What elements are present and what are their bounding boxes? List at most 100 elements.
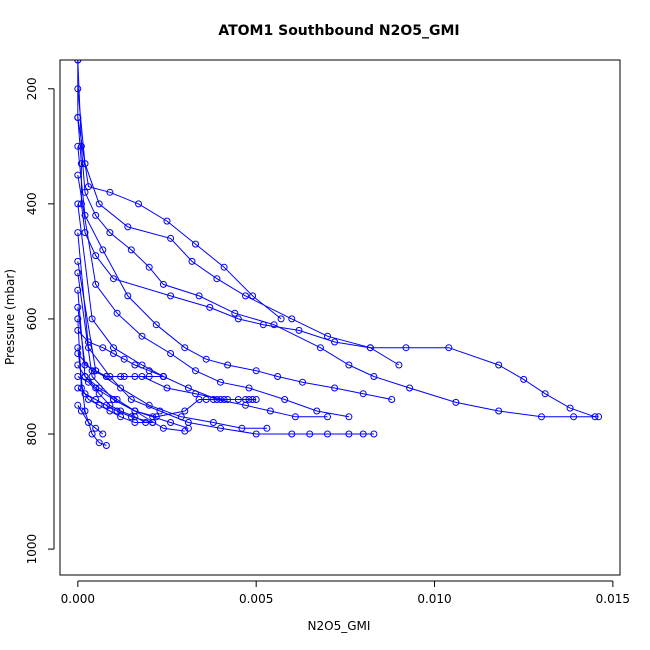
series-15: [74, 344, 110, 449]
data-point: [345, 361, 353, 369]
data-point: [220, 263, 228, 271]
series-19: [74, 384, 157, 426]
data-point: [366, 344, 374, 352]
data-point: [245, 384, 253, 392]
data-point: [142, 419, 150, 426]
data-point: [252, 396, 260, 403]
data-point: [288, 315, 296, 323]
data-point: [541, 390, 549, 398]
data-point: [402, 344, 410, 352]
data-point: [520, 375, 528, 383]
data-point: [138, 373, 146, 380]
data-point: [74, 315, 82, 323]
y-tick-label: 800: [25, 423, 39, 446]
data-point: [163, 384, 171, 392]
data-point: [249, 292, 257, 300]
data-point: [145, 401, 153, 409]
data-point: [127, 413, 135, 421]
series-16: [74, 350, 260, 403]
data-point: [88, 315, 96, 323]
data-point: [95, 200, 103, 208]
data-point: [238, 424, 246, 432]
data-point: [324, 332, 331, 340]
series-2: [74, 60, 603, 421]
series-17: [74, 361, 189, 435]
data-point: [74, 269, 82, 277]
series-1: [74, 60, 599, 421]
data-point: [195, 396, 203, 403]
series-8: [74, 229, 378, 438]
data-point: [159, 280, 167, 288]
x-axis-label: N2O5_GMI: [308, 619, 371, 633]
data-point: [217, 378, 224, 386]
data-point: [181, 344, 189, 352]
data-point: [102, 373, 110, 380]
series-line: [77, 146, 392, 400]
data-point: [359, 390, 367, 398]
data-point: [370, 373, 378, 380]
data-point: [167, 350, 175, 357]
data-point: [74, 401, 82, 409]
data-point: [159, 373, 167, 380]
data-point: [74, 142, 82, 150]
series-line: [77, 203, 328, 418]
data-point: [74, 114, 82, 121]
data-point: [181, 407, 189, 415]
data-point: [359, 430, 367, 438]
data-point: [102, 401, 110, 409]
series-line: [77, 117, 282, 320]
data-point: [106, 188, 114, 196]
data-point: [85, 338, 92, 346]
plot-frame: [59, 59, 621, 576]
data-point: [152, 321, 160, 329]
data-point: [120, 355, 128, 363]
data-point: [595, 413, 603, 421]
data-point: [445, 344, 453, 352]
data-point: [263, 424, 271, 432]
data-point: [88, 367, 96, 375]
series-line: [77, 330, 164, 377]
data-point: [299, 378, 306, 386]
data-point: [74, 257, 82, 265]
data-point: [81, 407, 89, 415]
data-point: [74, 200, 82, 208]
data-point: [135, 200, 142, 208]
series-line: [77, 353, 257, 400]
data-point: [252, 430, 260, 438]
data-point: [566, 404, 574, 412]
data-point: [181, 427, 189, 435]
data-point: [74, 85, 82, 93]
data-point: [102, 442, 110, 449]
x-tick-label: 0.000: [61, 592, 95, 606]
data-point: [316, 344, 324, 352]
data-point: [274, 373, 282, 380]
data-point: [242, 292, 249, 300]
data-point: [252, 367, 260, 375]
data-point: [163, 217, 171, 225]
data-point: [99, 430, 107, 438]
data-point: [295, 326, 303, 334]
series-line: [77, 261, 267, 429]
series-20: [74, 401, 107, 438]
data-point: [113, 407, 121, 415]
data-point: [324, 413, 331, 421]
data-point: [110, 275, 117, 283]
y-tick-label: 1000: [25, 534, 39, 565]
data-point: [242, 396, 249, 403]
data-point: [202, 396, 210, 403]
data-point: [324, 430, 331, 438]
x-axis: 0.000 0.005 0.010 0.015: [61, 580, 630, 606]
data-point: [192, 367, 199, 375]
y-axis: 200 400 600 800 1000: [25, 77, 55, 565]
data-point: [167, 419, 175, 426]
data-point: [74, 303, 82, 311]
chart-title: ATOM1 Southbound N2O5_GMI: [218, 23, 459, 39]
data-point: [106, 229, 114, 237]
data-point: [145, 367, 153, 375]
data-point: [145, 263, 153, 271]
data-point: [77, 160, 85, 168]
data-point: [81, 188, 89, 196]
data-point: [313, 407, 321, 415]
data-point: [177, 413, 185, 421]
data-point: [85, 378, 92, 386]
